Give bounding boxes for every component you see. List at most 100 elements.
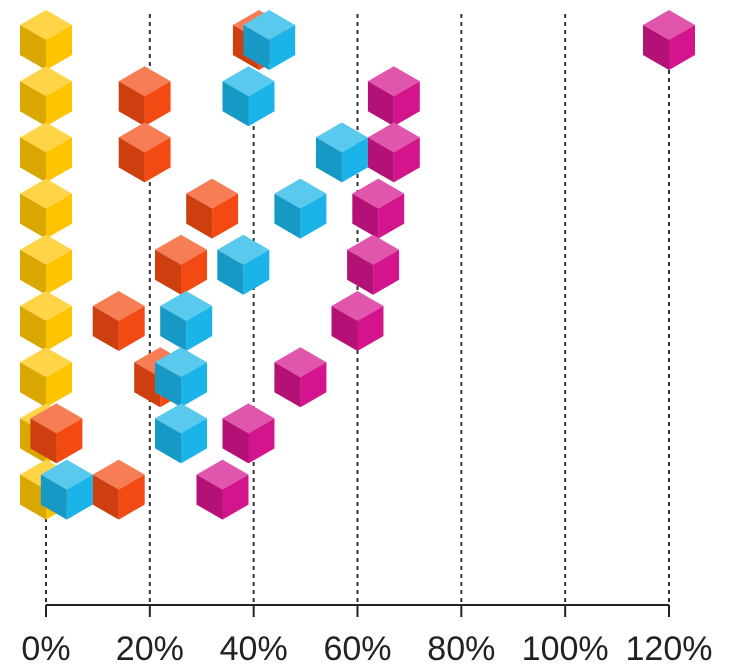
hex-left-face	[92, 306, 119, 351]
hex-top-face	[367, 66, 420, 97]
hex-top-face	[118, 66, 171, 97]
data-point	[155, 234, 207, 295]
hex-left-face	[20, 474, 46, 520]
x-axis-ticks: 0% 20% 40% 60% 80% 100% 120%	[21, 605, 712, 667]
data-point	[367, 122, 420, 183]
hex-right-face	[373, 249, 400, 295]
hex-left-face	[40, 474, 67, 520]
hex-left-face	[186, 193, 213, 239]
hex-right-face	[341, 137, 368, 183]
hex-top-face	[155, 234, 207, 265]
hex-right-face	[186, 306, 213, 351]
hex-right-face	[357, 306, 384, 351]
hex-right-face	[181, 418, 207, 464]
hex-right-face	[269, 25, 296, 70]
hex-top-face	[243, 10, 296, 40]
data-point	[222, 403, 275, 464]
data-point	[92, 459, 145, 520]
data-point	[643, 10, 695, 70]
data-point	[186, 178, 239, 239]
hex-right-face	[300, 193, 327, 239]
hex-left-face	[20, 362, 46, 408]
hex-top-face	[20, 234, 72, 265]
hex-right-face	[144, 81, 171, 127]
hex-left-face	[347, 249, 374, 295]
data-point	[367, 66, 420, 127]
hex-left-face	[155, 418, 181, 464]
hex-right-face	[46, 193, 72, 239]
data-point	[331, 291, 384, 351]
data-point	[222, 66, 275, 127]
x-tick-label: 20%	[116, 630, 184, 667]
hex-right-face	[144, 137, 171, 183]
data-point	[20, 234, 72, 295]
data-point	[274, 347, 327, 408]
hex-left-face	[243, 25, 270, 70]
data-point	[118, 122, 171, 183]
data-point	[92, 291, 145, 351]
hex-right-face	[66, 474, 93, 520]
hex-right-face	[243, 249, 270, 295]
hex-right-face	[56, 418, 83, 464]
hex-top-face	[217, 234, 270, 265]
hex-right-face	[669, 25, 695, 70]
x-tick-label: 80%	[427, 630, 495, 667]
hex-right-face	[46, 306, 72, 351]
hex-left-face	[643, 25, 669, 70]
hex-left-face	[367, 137, 394, 183]
hex-left-face	[20, 306, 46, 351]
hex-left-face	[196, 474, 223, 520]
data-point	[347, 234, 400, 295]
hex-left-face	[20, 81, 46, 127]
hex-right-face	[248, 81, 275, 127]
hex-right-face	[46, 137, 72, 183]
data-point	[352, 178, 405, 239]
hex-right-face	[46, 362, 72, 408]
hex-top-face	[40, 459, 93, 490]
hex-left-face	[20, 25, 46, 70]
hex-left-face	[30, 418, 57, 464]
data-point	[40, 459, 93, 520]
hex-left-face	[20, 249, 46, 295]
hex-right-face	[46, 249, 72, 295]
data-point	[274, 178, 327, 239]
hex-left-face	[155, 249, 181, 295]
hex-right-face	[118, 306, 145, 351]
data-point	[196, 459, 249, 520]
hex-left-face	[222, 81, 249, 127]
data-point	[217, 234, 270, 295]
hex-top-face	[367, 122, 420, 153]
data-point	[118, 66, 171, 127]
data-point	[155, 347, 207, 408]
hex-right-face	[222, 474, 249, 520]
hex-left-face	[331, 306, 358, 351]
data-point	[30, 403, 83, 464]
hex-left-face	[352, 193, 379, 239]
hex-right-face	[181, 362, 207, 408]
hex-right-face	[248, 418, 275, 464]
hex-left-face	[217, 249, 244, 295]
data-point	[155, 403, 207, 464]
hex-top-face	[186, 178, 239, 209]
x-tick-label: 0%	[21, 630, 70, 667]
data-point	[243, 10, 296, 70]
data-point	[20, 291, 72, 351]
hex-left-face	[160, 306, 187, 351]
hex-left-face	[315, 137, 342, 183]
hex-right-face	[300, 362, 327, 408]
hex-left-face	[118, 81, 145, 127]
hex-left-face	[274, 362, 301, 408]
x-tick-label: 100%	[522, 630, 609, 667]
hex-right-face	[118, 474, 145, 520]
hex-left-face	[20, 137, 46, 183]
hex-right-face	[181, 249, 207, 295]
hex-right-face	[393, 81, 420, 127]
hex-left-face	[134, 362, 161, 408]
hex-left-face	[367, 81, 394, 127]
hex-top-face	[118, 122, 171, 153]
data-point	[20, 10, 72, 70]
data-point	[20, 66, 72, 127]
hex-left-face	[92, 474, 119, 520]
data-point	[160, 291, 213, 351]
